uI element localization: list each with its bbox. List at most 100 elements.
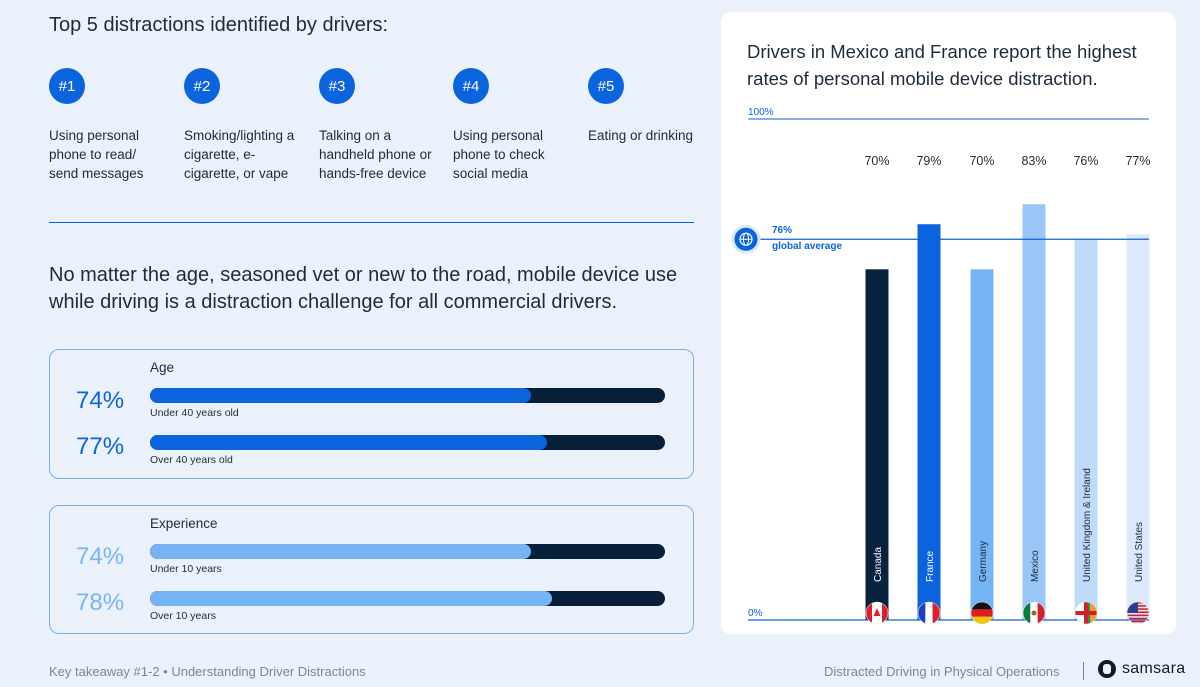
category-label: France <box>925 550 936 582</box>
experience-row-bar-fill <box>150 591 552 606</box>
y-top-label: 100% <box>748 107 774 118</box>
bar-value-label: 79% <box>916 154 941 168</box>
distraction-item: #1 Using personal phone to read/ send mes… <box>49 68 169 183</box>
flag-part <box>882 602 888 624</box>
rank-badge: #2 <box>184 68 220 104</box>
bar-value-label: 76% <box>1073 154 1098 168</box>
section-divider <box>49 222 694 223</box>
flag-body <box>918 602 940 624</box>
age-row-percent: 74% <box>76 387 125 414</box>
rank-badge: #3 <box>319 68 355 104</box>
rank-badge: #5 <box>588 68 624 104</box>
flag-part <box>918 602 926 624</box>
experience-row-bar-track <box>150 544 665 559</box>
flag-part <box>1037 602 1045 624</box>
age-panel: Age 74% Under 40 years old 77% Over 40 year… <box>49 349 694 479</box>
flag-part <box>1127 617 1149 620</box>
flag-part <box>1127 620 1149 623</box>
flag-outline <box>917 601 941 625</box>
experience-panel: Experience 74% Under 10 years 78% Over 10 y… <box>49 505 694 634</box>
bar-value-label: 70% <box>969 154 994 168</box>
chart-title: Drivers in Mexico and France report the … <box>747 41 1137 89</box>
flag-part <box>971 609 993 617</box>
category-label: Canada <box>873 547 884 582</box>
bar-united-kingdom-ireland <box>1074 239 1098 621</box>
distraction-text: Smoking/lighting a cigarette, e-cigarett… <box>184 128 295 181</box>
footer-separator <box>1083 662 1084 680</box>
bar-canada <box>865 269 889 620</box>
age-row-bar-track <box>150 388 665 403</box>
category-label: Mexico <box>1030 550 1041 582</box>
category-label: Germany <box>978 541 989 582</box>
experience-panel-title: Experience <box>150 516 218 531</box>
distraction-item: #4 Using personal phone to check social m… <box>453 68 573 183</box>
experience-row-label: Under 10 years <box>150 563 222 575</box>
flag-part <box>866 602 872 624</box>
rank-badge: #1 <box>49 68 85 104</box>
bar-germany <box>970 269 994 620</box>
samsara-logo-icon <box>1098 660 1116 678</box>
flag-part <box>971 602 993 610</box>
country-chart-card: Drivers in Mexico and France report the … <box>721 12 1176 634</box>
footer-report-title: Distracted Driving in Physical Operation… <box>824 664 1060 679</box>
experience-row-percent: 78% <box>76 589 125 616</box>
flag-part <box>925 602 933 624</box>
distraction-text: Talking on a handheld phone or hands-fre… <box>319 128 432 181</box>
flag-outline <box>865 601 889 625</box>
bar-mexico <box>1022 204 1046 621</box>
uk-ireland-flag-icon <box>1074 601 1098 625</box>
age-row-bar-track <box>150 435 665 450</box>
flag-part <box>1075 611 1097 615</box>
samsara-logo-text: samsara <box>1122 660 1186 677</box>
category-label: United Kingdom & Ireland <box>1082 468 1093 582</box>
y-bottom-label: 0% <box>748 608 763 619</box>
germany-flag-icon <box>970 601 994 625</box>
flag-outline <box>970 601 994 625</box>
distraction-text: Using personal phone to read/ send messa… <box>49 128 144 181</box>
flag-body <box>1075 602 1097 624</box>
flag-outline <box>1126 601 1150 625</box>
distraction-item: #2 Smoking/lighting a cigarette, e-cigare… <box>184 68 304 183</box>
experience-row-label: Over 10 years <box>150 610 216 622</box>
globe-icon <box>731 224 761 254</box>
flag-part <box>1031 610 1037 616</box>
top-distractions-heading: Top 5 distractions identified by drivers… <box>49 14 389 36</box>
distraction-item: #3 Talking on a handheld phone or hands-f… <box>319 68 439 183</box>
experience-row-bar-track <box>150 591 665 606</box>
country-bar-chart: 100% 70% 79% 70% 83% 76% 77% 76% global average C… <box>731 107 1151 625</box>
footer-takeaway: Key takeaway #1-2 • Understanding Driver… <box>49 664 366 679</box>
bar-value-label: 83% <box>1021 154 1046 168</box>
flag-outline <box>1074 601 1098 625</box>
flag-body <box>1023 602 1045 624</box>
experience-row-bar-fill <box>150 544 532 559</box>
flag-body <box>971 602 993 624</box>
flag-part <box>1023 602 1031 624</box>
flag-part <box>1127 614 1149 617</box>
global-average-value: 76% <box>772 225 792 236</box>
flag-part <box>873 608 881 616</box>
mexico-flag-icon <box>1022 601 1046 625</box>
bar-value-label: 77% <box>1125 154 1150 168</box>
france-flag-icon <box>917 601 941 625</box>
experience-row-percent: 74% <box>76 543 125 570</box>
age-row-label: Under 40 years old <box>150 407 239 419</box>
age-experience-statement: No matter the age, seasoned vet or new t… <box>49 264 678 313</box>
samsara-logo: samsara <box>1098 660 1185 678</box>
distraction-item: #5 Eating or drinking <box>588 68 708 145</box>
bar-value-label: 70% <box>864 154 889 168</box>
flag-part <box>971 616 993 624</box>
age-row-label: Over 40 years old <box>150 454 233 466</box>
flag-body <box>1127 602 1149 623</box>
flag-part <box>1127 602 1138 613</box>
usa-flag-icon <box>1126 601 1150 625</box>
age-row-bar-fill <box>150 435 547 450</box>
distraction-text: Using personal phone to check social med… <box>453 128 545 181</box>
canada-flag-icon <box>865 601 889 625</box>
age-panel-title: Age <box>150 360 175 375</box>
category-label: United States <box>1134 522 1145 582</box>
rank-badge: #4 <box>453 68 489 104</box>
flag-outline <box>1022 601 1046 625</box>
age-row-percent: 77% <box>76 433 125 460</box>
global-average-label: global average <box>772 241 842 252</box>
bar-france <box>917 224 941 620</box>
